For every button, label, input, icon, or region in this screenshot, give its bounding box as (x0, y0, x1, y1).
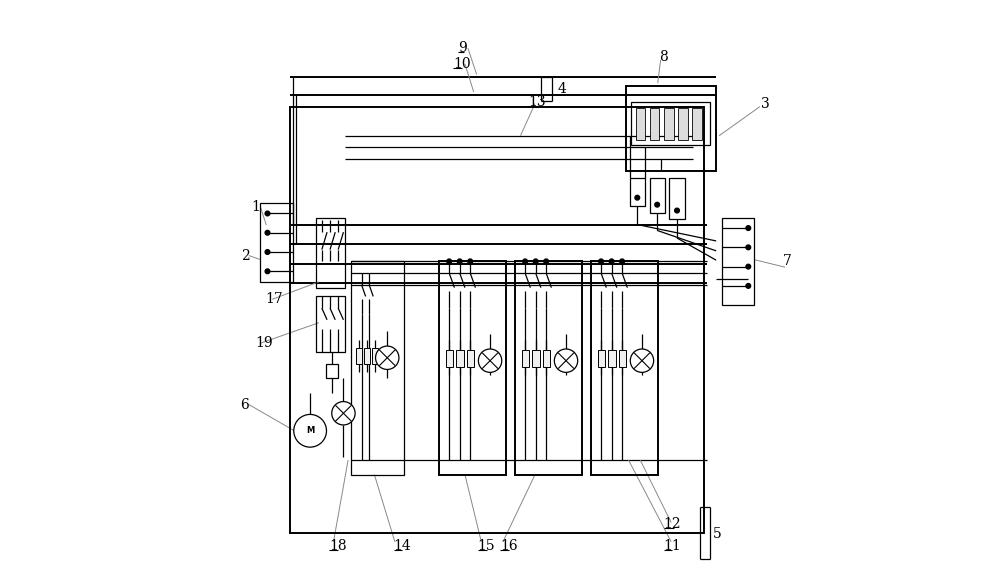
Circle shape (265, 269, 270, 274)
Bar (446, 350, 453, 366)
Bar (692, 108, 702, 140)
Circle shape (746, 226, 751, 231)
Text: 18: 18 (329, 539, 347, 553)
Bar (669, 178, 685, 219)
Bar (260, 203, 293, 282)
Bar (631, 103, 710, 144)
Bar (608, 350, 616, 366)
Bar (316, 296, 345, 352)
Bar (630, 178, 645, 206)
Text: 6: 6 (240, 397, 249, 411)
Bar (326, 363, 338, 378)
Bar (351, 261, 404, 475)
Text: 2: 2 (241, 248, 249, 262)
Circle shape (265, 249, 270, 254)
Bar (364, 349, 370, 363)
Text: 17: 17 (265, 292, 283, 306)
Bar (626, 86, 716, 171)
Circle shape (620, 259, 624, 264)
Circle shape (599, 259, 603, 264)
Bar (650, 178, 665, 213)
Text: 15: 15 (478, 539, 495, 553)
Circle shape (544, 259, 548, 264)
Circle shape (675, 208, 679, 213)
Bar (591, 261, 658, 475)
Text: 1: 1 (252, 200, 261, 214)
Text: 13: 13 (528, 95, 546, 109)
Circle shape (746, 245, 751, 249)
Circle shape (468, 259, 473, 264)
Text: 14: 14 (394, 539, 411, 553)
Bar (543, 350, 550, 366)
Text: M: M (306, 426, 314, 436)
Bar (532, 350, 540, 366)
Circle shape (655, 203, 659, 207)
Circle shape (523, 259, 527, 264)
Circle shape (265, 211, 270, 216)
Text: 4: 4 (557, 82, 566, 96)
Bar (356, 349, 362, 363)
Bar (290, 107, 704, 533)
Circle shape (376, 346, 399, 369)
Text: 5: 5 (713, 527, 722, 541)
Circle shape (294, 414, 326, 447)
Circle shape (630, 349, 654, 372)
Circle shape (746, 284, 751, 288)
Bar (650, 108, 659, 140)
Circle shape (609, 259, 614, 264)
Circle shape (746, 264, 751, 269)
Bar (456, 350, 464, 366)
Text: 10: 10 (453, 57, 471, 71)
Text: 19: 19 (256, 336, 273, 350)
Circle shape (554, 349, 578, 372)
Text: 16: 16 (500, 539, 518, 553)
Text: 9: 9 (458, 41, 467, 55)
Circle shape (447, 259, 452, 264)
Bar (636, 108, 645, 140)
Bar (664, 108, 674, 140)
Bar (316, 218, 345, 288)
Bar (722, 218, 754, 305)
Bar (439, 261, 506, 475)
Text: 11: 11 (664, 539, 681, 553)
Text: 12: 12 (664, 517, 681, 531)
Bar (372, 349, 378, 363)
Circle shape (533, 259, 538, 264)
Bar (619, 350, 626, 366)
Bar (467, 350, 474, 366)
Bar (598, 350, 605, 366)
Circle shape (635, 195, 640, 200)
Circle shape (265, 231, 270, 235)
Bar (522, 350, 529, 366)
Bar (678, 108, 688, 140)
Bar (515, 261, 582, 475)
Circle shape (478, 349, 502, 372)
Text: 7: 7 (783, 254, 792, 268)
Circle shape (457, 259, 462, 264)
Circle shape (332, 402, 355, 425)
Text: 3: 3 (761, 97, 770, 110)
Text: 8: 8 (659, 50, 668, 64)
